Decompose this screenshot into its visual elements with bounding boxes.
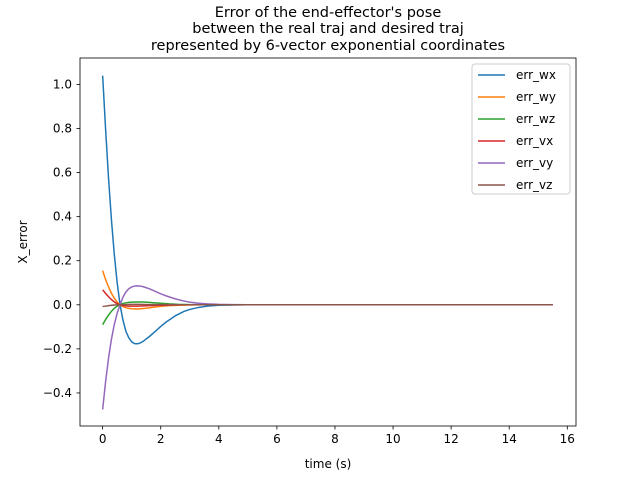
chart-title: Error of the end-effector's pose between…: [151, 5, 505, 54]
x-tick-label: 2: [157, 432, 165, 446]
y-tick-label: 0.6: [53, 166, 72, 180]
chart-title-line-3: represented by 6-vector exponential coor…: [151, 38, 505, 54]
y-tick-label: −0.2: [43, 342, 72, 356]
y-axis-label: X_error: [16, 220, 30, 263]
y-tick-label: 0.0: [53, 298, 72, 312]
x-tick-label: 12: [443, 432, 458, 446]
y-tick-label: 0.8: [53, 122, 72, 136]
legend-label-err-wz: err_wz: [516, 112, 555, 126]
series-layer: [101, 75, 553, 410]
x-tick-label: 14: [502, 432, 517, 446]
x-axis-label: time (s): [305, 457, 352, 471]
x-tick-label: 4: [215, 432, 223, 446]
x-tick-label: 0: [99, 432, 107, 446]
x-tick-label: 16: [560, 432, 575, 446]
chart-title-line-1: Error of the end-effector's pose: [215, 5, 442, 21]
y-axis-ticks: −0.4 −0.2 0.0 0.2 0.4 0.6 0.8 1.0: [43, 77, 80, 400]
legend-label-err-wy: err_wy: [516, 90, 556, 104]
legend-label-err-wx: err_wx: [516, 68, 556, 82]
legend-label-err-vz: err_vz: [516, 178, 552, 192]
y-tick-label: 0.2: [53, 254, 72, 268]
y-tick-label: −0.4: [43, 386, 72, 400]
legend: err_wx err_wy err_wz err_vx err_vy err_vz: [471, 63, 571, 195]
plot-frame: [79, 57, 577, 427]
legend-label-err-vx: err_vx: [516, 134, 553, 148]
legend-label-err-vy: err_vy: [516, 156, 553, 170]
legend-frame: [471, 63, 571, 195]
x-tick-label: 8: [331, 432, 339, 446]
plot-area: [79, 57, 577, 427]
x-tick-label: 10: [385, 432, 400, 446]
legend-items: err_wx err_wy err_wz err_vx err_vy err_vz: [478, 68, 556, 192]
series-line-err-vz: [102, 303, 553, 308]
chart-title-line-2: between the real traj and desired traj: [192, 21, 464, 37]
y-tick-label: 0.4: [53, 210, 72, 224]
x-axis-ticks: 0 2 4 6 8 10 12 14 16: [99, 426, 575, 446]
x-tick-label: 6: [273, 432, 281, 446]
y-tick-label: 1.0: [53, 77, 72, 91]
